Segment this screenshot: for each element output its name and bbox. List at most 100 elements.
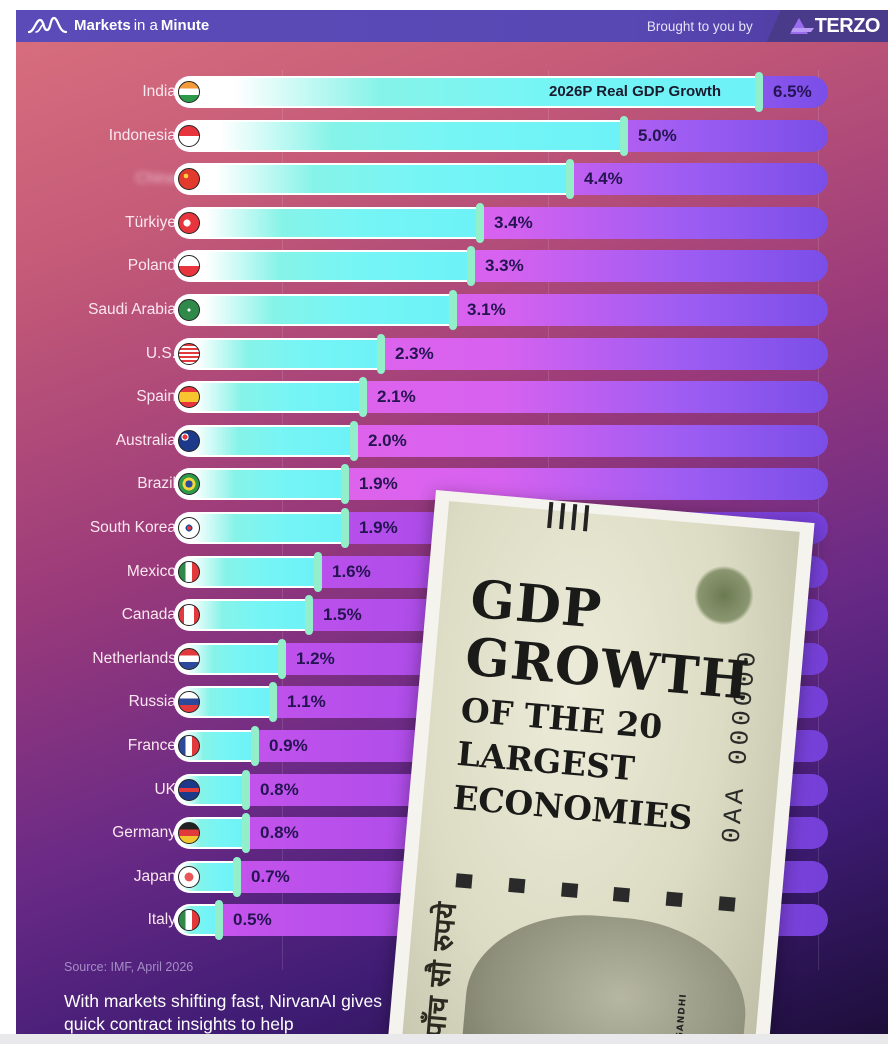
gdp-bar-chart: India 6.5% 2026P Real GDP Growth Indonesia 5… — [16, 10, 888, 1034]
bar — [174, 468, 345, 501]
data-label: 1.2% — [296, 648, 335, 668]
data-label: 1.9% — [359, 518, 398, 537]
category-label: Japan — [133, 867, 176, 885]
terzo-logo[interactable]: TERZO — [766, 10, 888, 42]
japan-flag-icon — [178, 865, 200, 888]
category-label: Mexico — [126, 562, 176, 580]
data-label: 3.4% — [494, 212, 533, 232]
us-flag-icon — [178, 342, 200, 365]
bar-end-cap — [566, 159, 574, 200]
brand-word-markets: Markets — [74, 16, 131, 34]
bar-end-cap — [377, 333, 385, 374]
data-label: 0.8% — [260, 779, 299, 799]
category-label: UK — [154, 780, 176, 798]
gandhi-portrait — [456, 904, 753, 1034]
sponsor-text: Brought to you by — [646, 18, 753, 34]
turkiye-flag-icon — [178, 211, 200, 234]
category-label: China — [135, 170, 177, 188]
data-label: 1.6% — [332, 561, 371, 581]
data-label: 0.5% — [233, 910, 272, 930]
bar-end-cap — [341, 508, 349, 548]
bar — [174, 119, 624, 152]
bar-end-cap — [467, 246, 475, 287]
data-label: 5.0% — [638, 125, 677, 145]
bar-end-cap — [305, 595, 313, 636]
data-label: 2.1% — [377, 387, 416, 407]
chart-row: China 4.4% — [16, 159, 888, 200]
infographic-card: Markets in a Minute Brought to you by TE… — [16, 10, 888, 1034]
category-label: France — [127, 737, 176, 754]
category-label: Australia — [115, 431, 176, 449]
australia-flag-icon — [178, 429, 200, 452]
data-label: 2.0% — [368, 430, 407, 450]
bar — [174, 512, 345, 544]
indonesia-flag-icon — [178, 124, 200, 147]
bar-end-cap — [233, 856, 241, 897]
bar-end-cap — [278, 638, 286, 679]
bar — [174, 76, 759, 108]
data-label: 6.5% — [773, 82, 812, 101]
brazil-flag-icon — [178, 473, 200, 496]
canada-flag-icon — [178, 604, 200, 627]
category-label: Poland — [127, 257, 176, 275]
source-note: Source: IMF, April 2026 — [64, 960, 194, 974]
category-label: Indonesia — [108, 126, 176, 144]
banknote-hindi-text: पाँच सौ रुपये — [418, 901, 464, 1034]
bar-end-cap — [359, 377, 367, 418]
bar — [174, 163, 570, 196]
data-label: 4.4% — [584, 169, 623, 189]
data-label: 0.7% — [251, 866, 290, 886]
category-label: Russia — [128, 693, 176, 711]
brand-word-in-a: in a — [133, 16, 158, 34]
category-label: Saudi Arabia — [88, 301, 176, 318]
data-label: 0.8% — [260, 823, 299, 843]
netherlands-flag-icon — [178, 647, 200, 670]
bar — [174, 294, 453, 326]
bar — [174, 206, 480, 239]
bar — [174, 250, 471, 283]
data-label: 3.3% — [485, 256, 524, 276]
spain-flag-icon — [178, 386, 200, 409]
category-label: Netherlands — [92, 649, 176, 667]
banknote-image: 0AA 000000 GDP GROWTH OF THE 20 LARGEST … — [397, 501, 800, 1034]
india-flag-icon — [178, 81, 200, 103]
category-label: Brazil — [137, 475, 176, 493]
header-bar: Markets in a Minute Brought to you by TE… — [16, 10, 888, 42]
chart-row: Saudi Arabia 3.1% — [16, 290, 888, 330]
bar-end-cap — [341, 464, 349, 505]
mexico-flag-icon — [178, 560, 200, 583]
china-flag-icon — [178, 168, 200, 191]
data-label: 0.9% — [269, 736, 308, 755]
bar-end-cap — [242, 769, 250, 810]
bar-end-cap — [449, 290, 457, 330]
italy-flag-icon — [178, 909, 200, 932]
bar-end-cap — [350, 420, 358, 461]
chart-row: Spain 2.1% — [16, 377, 888, 418]
category-label: Türkiye — [125, 213, 176, 231]
bar-end-cap — [242, 813, 250, 854]
russia-flag-icon — [178, 691, 200, 714]
cover-title: GDP GROWTH OF THE 20 LARGEST ECONOMIES — [452, 569, 757, 840]
bar-end-cap — [251, 726, 259, 766]
uk-flag-icon — [178, 778, 200, 801]
banknote-cover-image: 0AA 000000 GDP GROWTH OF THE 20 LARGEST … — [383, 490, 815, 1034]
category-label: India — [142, 83, 176, 100]
bottom-scroll-edge — [0, 1034, 888, 1044]
chart-row: India 6.5% 2026P Real GDP Growth — [16, 72, 888, 112]
promo-text: With markets shifting fast, NirvanAI giv… — [64, 991, 383, 1034]
sponsor: Brought to you by TERZO — [647, 10, 888, 42]
brand-word-minute: Minute — [160, 16, 210, 34]
south-korea-flag-icon — [178, 517, 200, 539]
brand-logo[interactable]: Markets in a Minute — [28, 16, 209, 34]
data-label: 2.3% — [395, 343, 434, 363]
terzo-triangle-icon — [789, 18, 814, 34]
data-label: 1.1% — [287, 692, 326, 712]
bar-end-cap — [215, 900, 223, 941]
data-label: 1.5% — [323, 605, 362, 625]
category-label: Spain — [136, 388, 176, 406]
chart-row: U.S. 2.3% — [16, 333, 888, 374]
data-label: 1.9% — [359, 474, 398, 494]
bar — [174, 424, 354, 457]
sponsor-name: TERZO — [814, 14, 881, 37]
category-label: South Korea — [89, 519, 176, 536]
